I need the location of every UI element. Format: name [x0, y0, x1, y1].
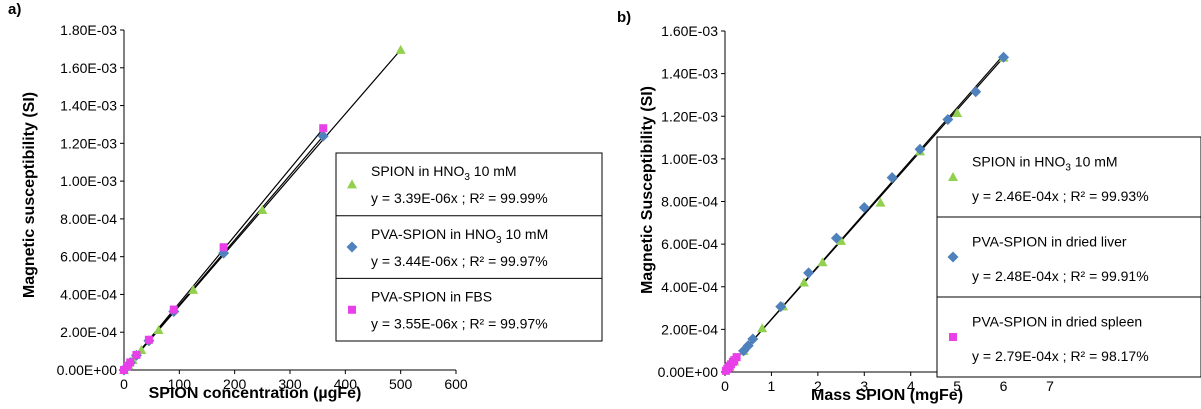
- data-point-a-2: [144, 335, 153, 344]
- legend-marker-a-0: [347, 179, 357, 189]
- x-tick-label-b: 5: [953, 378, 961, 394]
- legend-equation-a-0: y = 3.39E-06x ; R² = 99.99%: [371, 190, 548, 206]
- legend-equation-b-2: y = 2.79E-04x ; R² = 98.17%: [972, 348, 1149, 364]
- y-tick-label-b: 6.00E-04: [661, 236, 718, 252]
- x-tick-label-a: 200: [223, 376, 247, 392]
- legend-series-name-b-1: PVA-SPION in dried liver: [972, 234, 1127, 250]
- y-axis-title-b: Magnetic Susceptibility (SI): [639, 86, 656, 294]
- data-point-b-0: [875, 197, 886, 207]
- y-tick-label-b: 2.00E-04: [661, 321, 718, 337]
- x-tick-label-a: 0: [120, 376, 128, 392]
- data-point-b-1: [970, 86, 982, 98]
- legend-marker-b-2: [949, 333, 957, 341]
- trendline-b-1: [724, 54, 1005, 373]
- data-point-a-2: [132, 350, 141, 359]
- y-tick-label-a: 1.40E-03: [60, 98, 117, 114]
- data-point-b-1: [886, 172, 898, 184]
- y-tick-label-a: 2.00E-04: [60, 324, 117, 340]
- x-tick-label-b: 2: [814, 378, 822, 394]
- legend-marker-a-1: [346, 241, 358, 253]
- data-point-a-0: [395, 44, 406, 54]
- data-point-b-0: [798, 277, 809, 287]
- y-tick-label-a: 6.00E-04: [60, 249, 117, 265]
- x-axis-title-a: SPION concentration (µgFe): [149, 385, 362, 402]
- data-point-a-2: [219, 243, 228, 252]
- data-point-b-1: [775, 301, 787, 313]
- data-point-b-2: [732, 353, 741, 362]
- data-point-b-1: [942, 113, 954, 125]
- data-point-b-1: [742, 340, 754, 352]
- y-tick-label-b: 0.00E+00: [658, 364, 719, 380]
- x-tick-label-b: 6: [1000, 378, 1008, 394]
- y-tick-label-a: 1.20E-03: [60, 135, 117, 151]
- legend-equation-a-1: y = 3.44E-06x ; R² = 99.97%: [371, 253, 548, 269]
- panel-b: b) Magnetic Susceptibility (SI) Mass SPI…: [617, 9, 1201, 404]
- y-axis-title-a: Magnetic susceptibility (SI): [21, 92, 38, 298]
- x-tick-label-b: 0: [721, 378, 729, 394]
- x-tick-label-b: 3: [860, 378, 868, 394]
- x-tick-label-a: 400: [334, 376, 358, 392]
- legend-marker-b-1: [947, 251, 959, 263]
- legend-equation-a-2: y = 3.55E-06x ; R² = 99.97%: [371, 316, 548, 332]
- y-tick-label-a: 1.00E-03: [60, 173, 117, 189]
- x-tick-label-b: 4: [907, 378, 915, 394]
- legend-marker-a-2: [348, 305, 356, 314]
- legend-series-name-b-2: PVA-SPION in dried spleen: [972, 314, 1142, 330]
- plot-area-b: 0.00E+00 2.00E-04 4.00E-04 6.00E-04 8.00E-04…: [658, 23, 1054, 394]
- legend-series-name-b-0: SPION in HNO3 10 mM: [972, 154, 1118, 174]
- legend-box-b: [936, 136, 1201, 378]
- legend-equation-b-0: y = 2.46E-04x ; R² = 99.93%: [972, 188, 1149, 204]
- plot-area-a: 0.00E+00 2.00E-04 4.00E-04 6.00E-04 8.00E-04…: [57, 22, 468, 392]
- data-point-b-1: [803, 267, 815, 279]
- y-tick-label-a: 0.00E+00: [57, 362, 118, 378]
- data-point-b-0: [836, 235, 847, 245]
- panel-label-a: a): [8, 1, 21, 18]
- legend-box-a: [335, 152, 603, 342]
- x-tick-label-a: 500: [389, 376, 413, 392]
- legend-b: SPION in HNO3 10 mM y = 2.46E-04x ; R² = …: [936, 136, 1201, 378]
- legend-a: SPION in HNO3 10 mM y = 3.39E-06x ; R² = …: [335, 152, 603, 342]
- data-point-b-1: [858, 201, 870, 213]
- data-point-a-2: [126, 358, 135, 367]
- x-tick-label-a: 300: [278, 376, 302, 392]
- y-tick-label-a: 4.00E-04: [60, 286, 117, 302]
- y-tick-label-b: 8.00E-04: [661, 194, 718, 210]
- data-point-a-0: [153, 324, 164, 334]
- data-point-b-0: [757, 323, 768, 333]
- legend-series-name-a-2: PVA-SPION in FBS: [371, 289, 492, 305]
- data-point-b-0: [952, 108, 963, 118]
- y-tick-label-b: 1.00E-03: [661, 151, 718, 167]
- y-tick-label-b: 4.00E-04: [661, 279, 718, 295]
- data-point-b-1: [998, 51, 1010, 63]
- x-tick-label-b: 7: [1046, 378, 1054, 394]
- legend-series-name-a-1: PVA-SPION in HNO3 10 mM: [371, 226, 548, 246]
- x-tick-label-b: 1: [768, 378, 776, 394]
- data-point-b-1: [830, 232, 842, 244]
- data-point-a-2: [319, 124, 328, 133]
- y-tick-label-b: 1.20E-03: [661, 108, 718, 124]
- legend-marker-b-0: [948, 172, 958, 181]
- data-point-b-1: [747, 333, 759, 345]
- y-tick-label-b: 1.60E-03: [661, 23, 718, 39]
- data-point-a-2: [169, 305, 178, 314]
- legend-series-name-a-0: SPION in HNO3 10 mM: [371, 163, 517, 183]
- x-axis-title-b: Mass SPION (mgFe): [811, 387, 963, 404]
- data-point-a-0: [188, 284, 199, 294]
- data-point-b-0: [817, 257, 828, 267]
- data-point-a-0: [257, 205, 268, 215]
- panel-a: a) Magnetic susceptibility (SI) SPION co…: [8, 1, 603, 402]
- y-tick-label-b: 1.40E-03: [661, 66, 718, 82]
- y-tick-label-a: 1.60E-03: [60, 60, 117, 76]
- data-point-b-1: [914, 143, 926, 155]
- data-point-a-1: [317, 130, 329, 142]
- x-tick-label-a: 600: [444, 376, 468, 392]
- y-tick-label-a: 8.00E-04: [60, 211, 117, 227]
- y-tick-label-a: 1.80E-03: [60, 22, 117, 38]
- legend-equation-b-1: y = 2.48E-04x ; R² = 99.91%: [972, 268, 1149, 284]
- x-tick-label-a: 100: [168, 376, 192, 392]
- panel-label-b: b): [617, 9, 631, 26]
